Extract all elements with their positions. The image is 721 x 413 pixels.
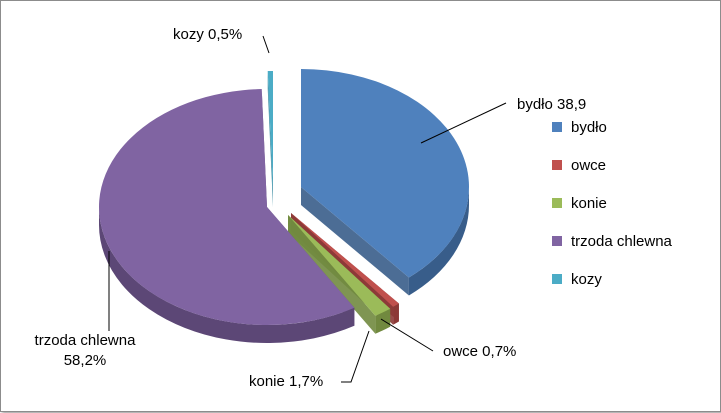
legend-swatch-konie xyxy=(552,198,562,208)
leader-line-konie xyxy=(341,330,370,383)
slice-owce xyxy=(291,213,399,307)
legend: bydło owce konie trzoda chlewna kozy xyxy=(552,119,673,288)
legend-swatch-kozy xyxy=(552,274,562,284)
legend-label-bydlo: bydło xyxy=(571,119,607,136)
slice-konie xyxy=(288,215,391,316)
slice-wall-kozy xyxy=(267,71,273,207)
leader-line-bydlo xyxy=(420,102,507,144)
data-label-trzoda-chlewna: trzoda chlewna 58,2% xyxy=(35,332,137,369)
slice-bydlo xyxy=(301,69,470,278)
data-label-owce: owce 0,7% xyxy=(443,343,516,360)
slice-side-trzoda-chlewna xyxy=(98,207,355,343)
legend-swatch-trzoda-chlewna xyxy=(552,236,562,246)
slice-wall-bydlo xyxy=(301,187,409,296)
data-label-bydlo: bydło 38,9 xyxy=(517,96,586,113)
legend-label-konie: konie xyxy=(571,195,607,212)
legend-swatch-owce xyxy=(552,160,562,170)
leader-line-owce xyxy=(380,318,434,352)
legend-label-owce: owce xyxy=(571,157,606,174)
slice-kozy xyxy=(267,71,273,189)
data-label-kozy: kozy 0,5% xyxy=(173,26,242,43)
slice-wall-konie xyxy=(288,215,376,334)
legend-swatch-bydlo xyxy=(552,122,562,132)
leader-line-kozy xyxy=(262,35,270,54)
slice-side-bydlo xyxy=(408,187,469,296)
legend-label-kozy: kozy xyxy=(571,271,602,288)
legend-label-trzoda-chlewna: trzoda chlewna xyxy=(571,233,673,250)
slice-trzoda-chlewna xyxy=(99,89,355,325)
pie-tops xyxy=(99,69,470,325)
data-label-konie: konie 1,7% xyxy=(249,373,323,390)
